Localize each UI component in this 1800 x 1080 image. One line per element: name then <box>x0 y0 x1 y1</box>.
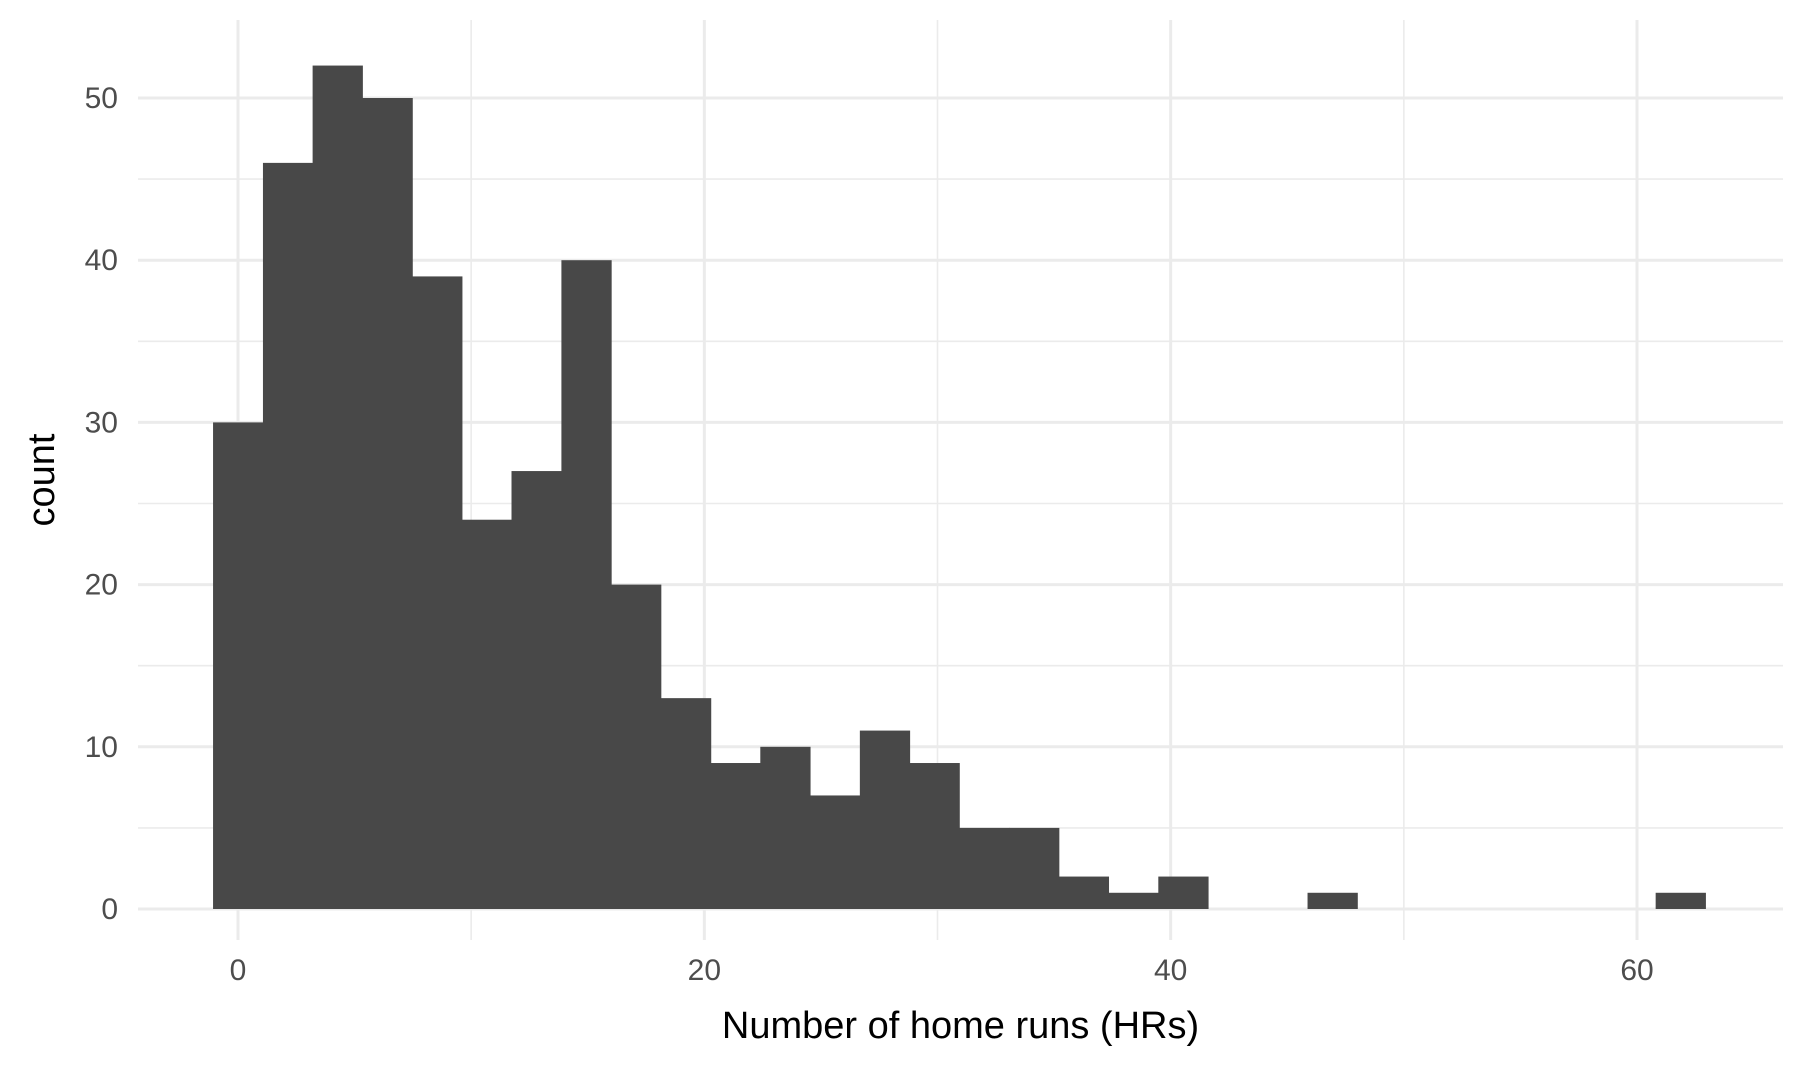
x-tick-label: 20 <box>688 954 721 987</box>
histogram-bar <box>859 730 911 909</box>
histogram-bar <box>1108 892 1159 909</box>
y-axis-tick-labels: 0 10 20 30 40 50 <box>85 82 118 926</box>
histogram-bar <box>312 65 363 909</box>
y-tick-label: 10 <box>85 731 118 764</box>
histogram-bar <box>213 422 264 909</box>
histogram-bar <box>611 584 662 909</box>
histogram-bar <box>809 795 861 909</box>
y-tick-label: 30 <box>85 406 118 439</box>
histogram-bar <box>909 763 960 909</box>
x-tick-label: 60 <box>1620 954 1653 987</box>
y-tick-label: 0 <box>101 893 118 926</box>
histogram-bar <box>461 519 513 909</box>
histogram-bar <box>511 471 563 909</box>
x-tick-label: 40 <box>1154 954 1187 987</box>
histogram-bar <box>660 698 712 909</box>
y-tick-label: 50 <box>85 82 118 115</box>
histogram-bar <box>1158 876 1209 909</box>
histogram-bar <box>710 763 761 909</box>
histogram-bar <box>1655 892 1706 909</box>
histogram-bar <box>561 260 612 909</box>
histogram-bar <box>1058 876 1110 909</box>
histogram-bar <box>262 162 314 909</box>
x-axis-title: Number of home runs (HRs) <box>722 1005 1199 1047</box>
histogram-bars <box>213 65 1706 909</box>
histogram-bar <box>1009 827 1060 909</box>
histogram-bar <box>412 276 463 909</box>
y-tick-label: 40 <box>85 244 118 277</box>
histogram-bar <box>1307 892 1358 909</box>
histogram-bar <box>760 746 811 909</box>
y-tick-label: 20 <box>85 569 118 602</box>
y-axis-title: count <box>21 433 63 526</box>
histogram-bar <box>362 98 413 909</box>
x-axis-tick-labels: 0 20 40 60 <box>230 954 1654 987</box>
histogram-bar <box>959 827 1010 909</box>
x-tick-label: 0 <box>230 954 247 987</box>
